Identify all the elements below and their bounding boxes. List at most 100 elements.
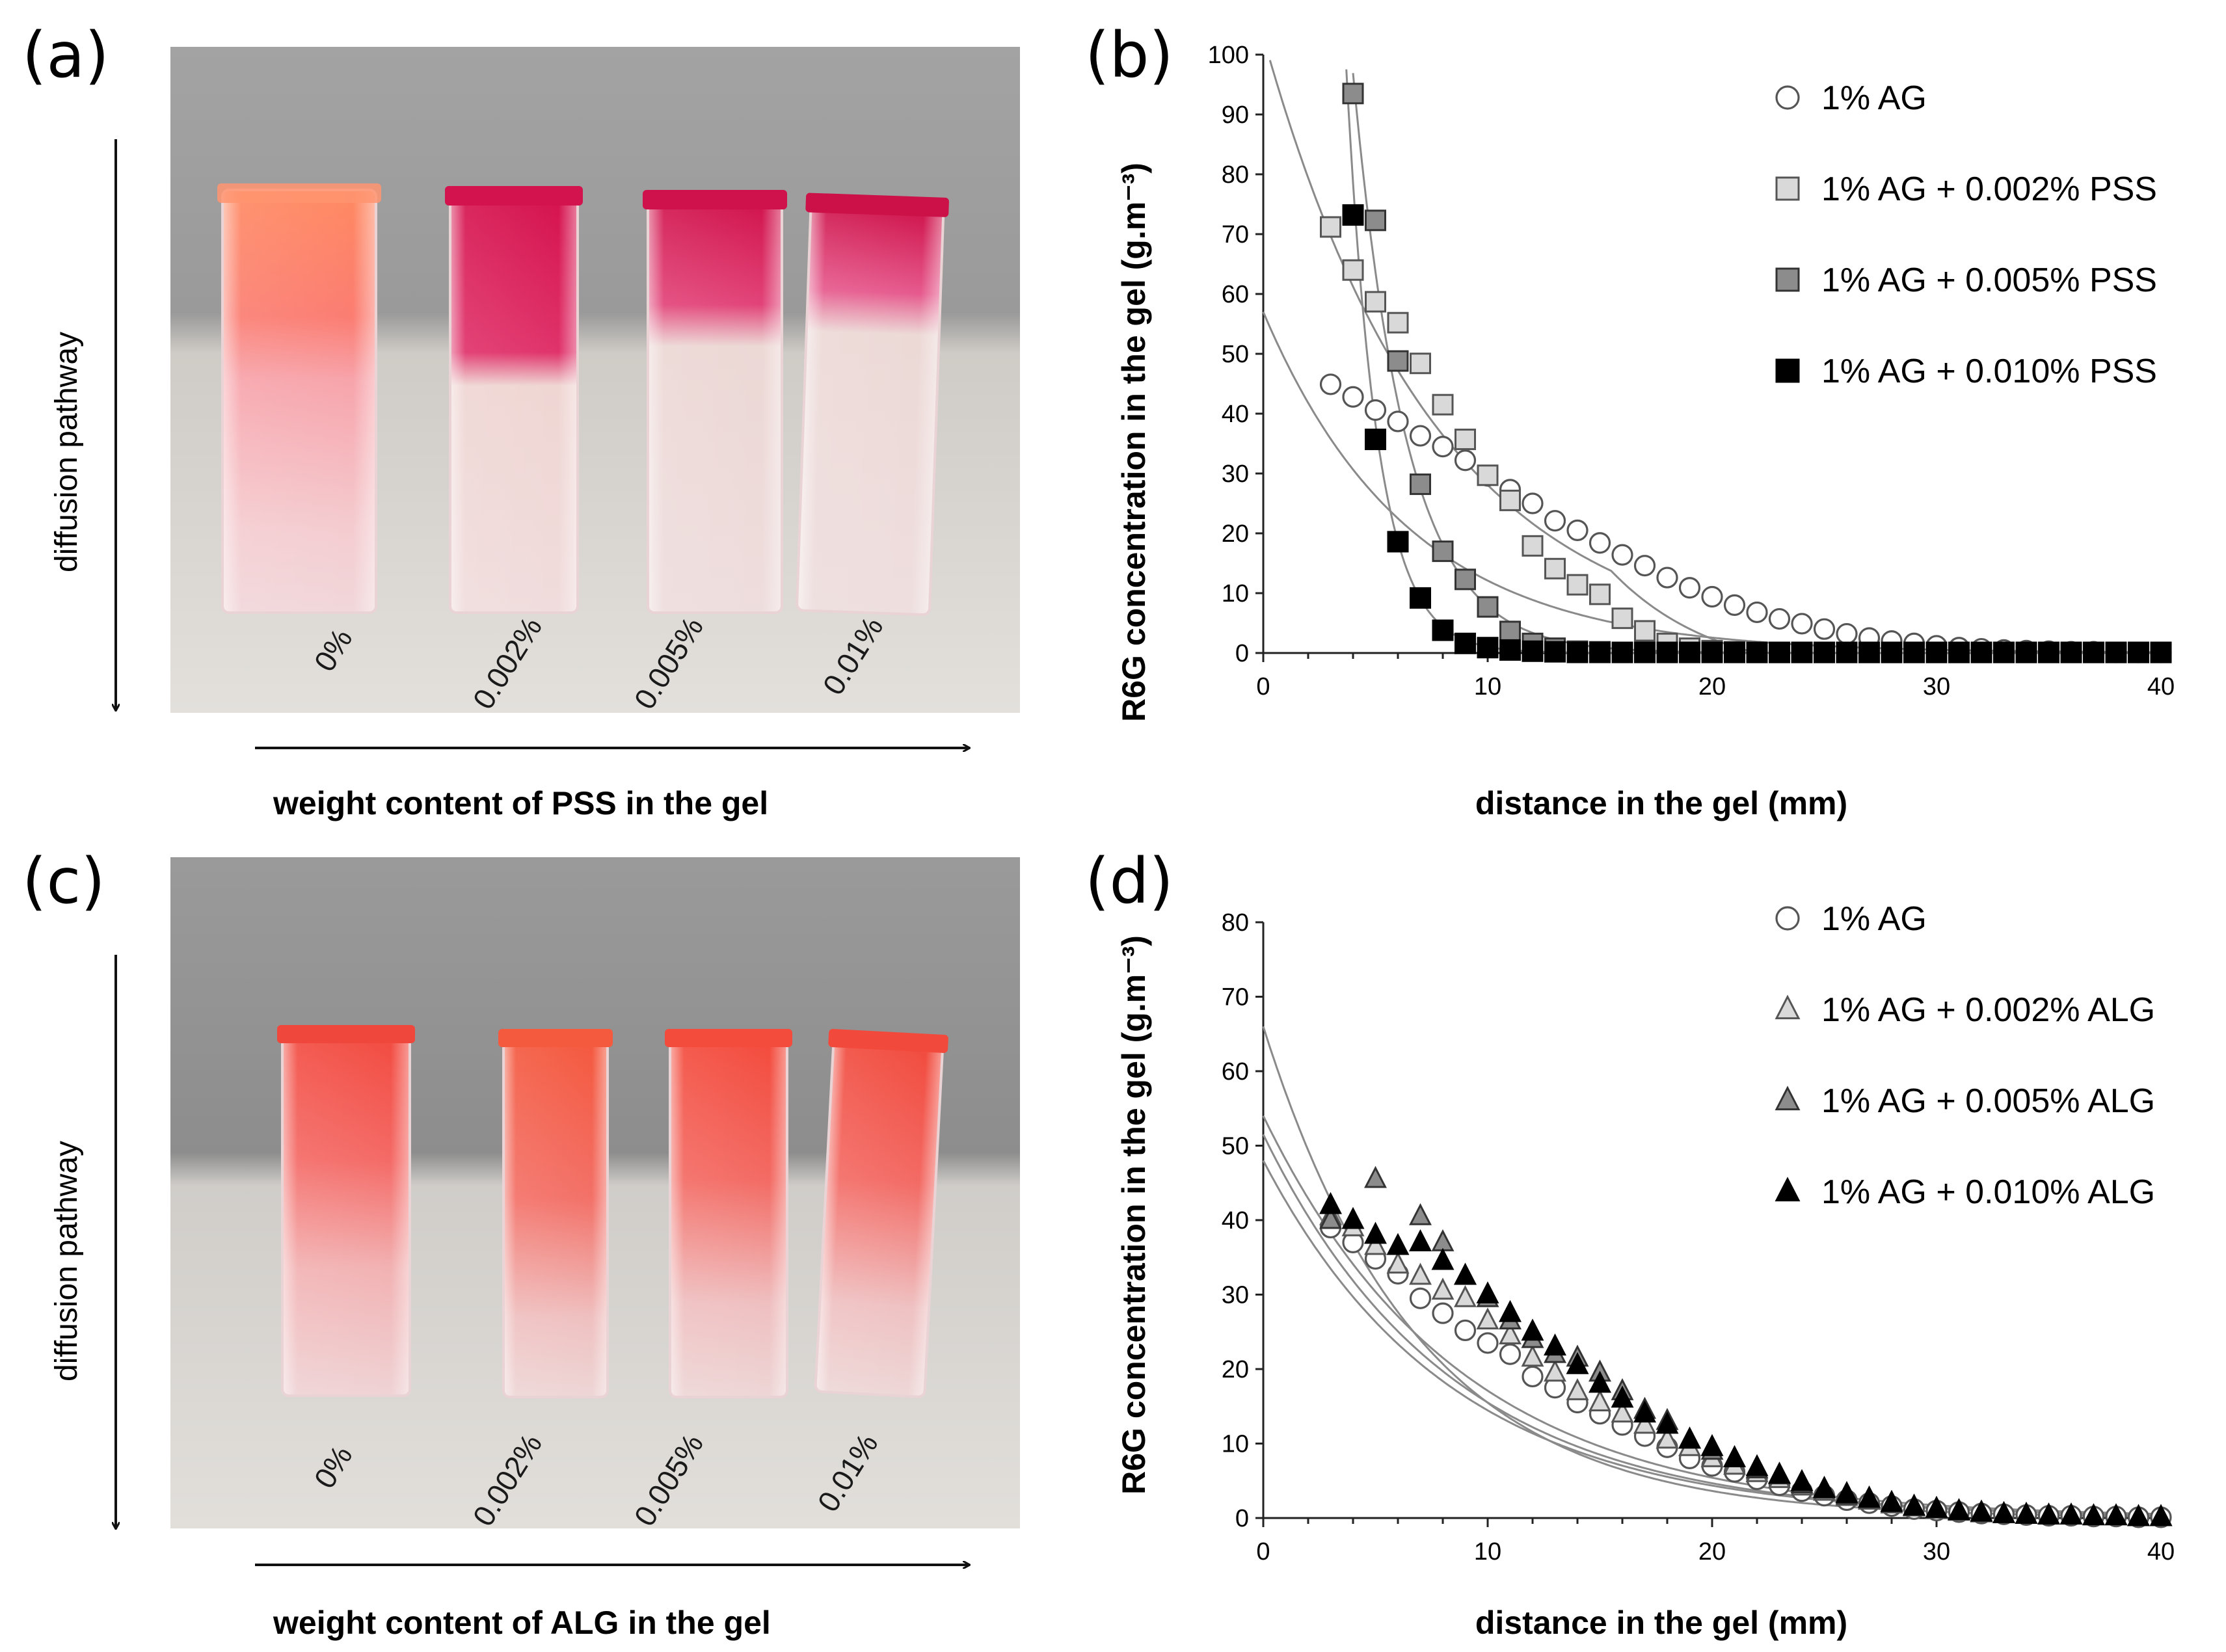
data-point-d-3 <box>1858 1485 1881 1508</box>
data-point-d-3 <box>2127 1504 2150 1526</box>
data-point-b-1 <box>1387 312 1409 334</box>
data-point-d-1 <box>1589 1389 1611 1411</box>
chart-b: (b) R6G concentration in the gel (g.m⁻³)… <box>1085 19 2175 821</box>
data-point-d-3 <box>1611 1385 1634 1408</box>
data-point-d-2 <box>1319 1206 1342 1229</box>
data-point-b-1 <box>1455 429 1476 451</box>
data-point-d-1 <box>1409 1262 1432 1285</box>
legend-label-d-1: 1% AG + 0.002% ALG <box>1821 991 2155 1029</box>
data-point-d-1 <box>1656 1426 1679 1449</box>
data-point-b-3 <box>1814 641 1835 663</box>
data-point-b-3 <box>1387 531 1409 553</box>
data-point-d-3 <box>1745 1454 1769 1476</box>
data-point-b-3 <box>2128 641 2149 663</box>
data-point-b-1 <box>1410 353 1431 375</box>
data-point-d-1 <box>1454 1285 1477 1307</box>
data-point-b-3 <box>2015 641 2037 663</box>
y-tick-label-d: 50 <box>1222 1133 1249 1160</box>
data-point-b-2 <box>1342 83 1364 105</box>
legend-marker-d-1 <box>1775 994 1801 1020</box>
data-point-d-3 <box>1925 1495 1948 1518</box>
data-point-b-2 <box>1365 209 1386 232</box>
data-point-b-3 <box>1544 641 1566 663</box>
cuvette-c-1 <box>498 1029 613 1398</box>
data-point-d-3 <box>1409 1229 1432 1251</box>
data-points-d <box>1319 1166 2173 1528</box>
data-point-b-3 <box>1656 641 1678 663</box>
data-point-b-0 <box>1791 613 1813 635</box>
legend-marker-b-2 <box>1775 267 1800 292</box>
data-point-b-0 <box>1589 532 1611 554</box>
data-point-d-3 <box>1656 1411 1679 1434</box>
data-point-d-1 <box>1364 1232 1387 1255</box>
data-point-b-3 <box>1948 641 1970 663</box>
data-point-b-3 <box>2105 641 2127 663</box>
data-point-b-0 <box>1364 399 1387 421</box>
data-point-d-2 <box>1409 1203 1432 1225</box>
photo-c: 0% 0.002% 0.005% 0.01% <box>170 857 1020 1532</box>
data-point-b-0 <box>1723 594 1746 617</box>
data-point-b-1 <box>1589 583 1611 606</box>
y-tick-label-b: 20 <box>1222 520 1249 548</box>
data-point-d-3 <box>1499 1299 1522 1322</box>
data-point-b-3 <box>2083 641 2104 663</box>
data-point-d-3 <box>2149 1504 2173 1526</box>
legend-marker-b-0 <box>1775 85 1800 110</box>
data-point-d-3 <box>1566 1352 1589 1374</box>
data-point-b-3 <box>1881 641 1903 663</box>
data-point-b-0 <box>1701 585 1723 608</box>
y-tick-label-d: 0 <box>1235 1505 1249 1532</box>
data-point-b-1 <box>1499 489 1521 511</box>
x-tick-label-b: 0 <box>1256 673 1270 700</box>
y-axis-title-d: R6G concentration in the gel (g.m⁻³) <box>1116 935 1152 1495</box>
chart-d: (d) R6G concentration in the gel (g.m⁻³)… <box>1085 845 2175 1641</box>
data-point-b-3 <box>1499 639 1521 661</box>
x-tick-label-d: 20 <box>1698 1538 1726 1565</box>
data-point-b-1 <box>1365 291 1386 313</box>
data-point-d-1 <box>1521 1344 1544 1367</box>
y-tick-label-b: 70 <box>1222 221 1249 248</box>
data-point-d-3 <box>1768 1461 1791 1484</box>
data-point-d-3 <box>1723 1445 1746 1467</box>
data-point-b-0 <box>1813 618 1836 640</box>
data-point-b-1 <box>1477 464 1499 486</box>
data-point-b-2 <box>1477 596 1499 618</box>
data-point-d-3 <box>1454 1262 1477 1285</box>
legend-d: 1% AG 1% AG + 0.002% ALG 1% AG + 0.005% AL… <box>1775 900 2155 1211</box>
data-point-b-0 <box>1633 555 1656 577</box>
data-point-d-3 <box>1880 1489 1903 1512</box>
data-point-b-2 <box>1499 620 1521 643</box>
panel-letter-b: (b) <box>1085 19 1173 92</box>
data-point-d-1 <box>1566 1378 1589 1400</box>
data-point-b-0 <box>1746 601 1768 624</box>
data-point-b-3 <box>1679 641 1700 663</box>
y-tick-label-b: 10 <box>1222 580 1249 607</box>
x-axis-title-b: distance in the gel (mm) <box>1475 785 1847 821</box>
data-point-b-1 <box>1320 216 1341 238</box>
cuvette-c-2 <box>665 1029 792 1398</box>
y-tick-label-d: 20 <box>1222 1356 1249 1383</box>
data-point-d-3 <box>1521 1318 1544 1341</box>
data-point-b-3 <box>2038 641 2059 663</box>
data-point-d-3 <box>2015 1502 2038 1524</box>
data-point-b-3 <box>1858 641 1880 663</box>
y-tick-label-b: 90 <box>1222 101 1249 129</box>
pss-axis-label: weight content of PSS in the gel <box>273 785 768 821</box>
data-point-b-0 <box>1768 607 1791 630</box>
data-point-d-0 <box>1454 1319 1477 1342</box>
data-point-b-1 <box>1432 393 1454 416</box>
data-point-b-2 <box>1387 350 1409 372</box>
y-tick-label-b: 30 <box>1222 460 1249 488</box>
y-axis-title-b: R6G concentration in the gel (g.m⁻³) <box>1116 163 1152 722</box>
data-point-d-3 <box>1544 1333 1566 1356</box>
y-tick-label-b: 50 <box>1222 341 1249 368</box>
data-point-b-0 <box>1544 510 1566 532</box>
panel-c: (c) 0% 0.002 <box>22 845 1020 1641</box>
data-point-b-3 <box>1993 641 2015 663</box>
legend-b: 1% AG 1% AG + 0.002% PSS 1% AG + 0.005% PS… <box>1775 79 2157 390</box>
y-tick-label-d: 80 <box>1222 909 1249 937</box>
x-tick-label-b: 20 <box>1698 673 1726 700</box>
data-point-b-0 <box>1566 519 1589 542</box>
cuvette-a-0 <box>217 183 381 614</box>
